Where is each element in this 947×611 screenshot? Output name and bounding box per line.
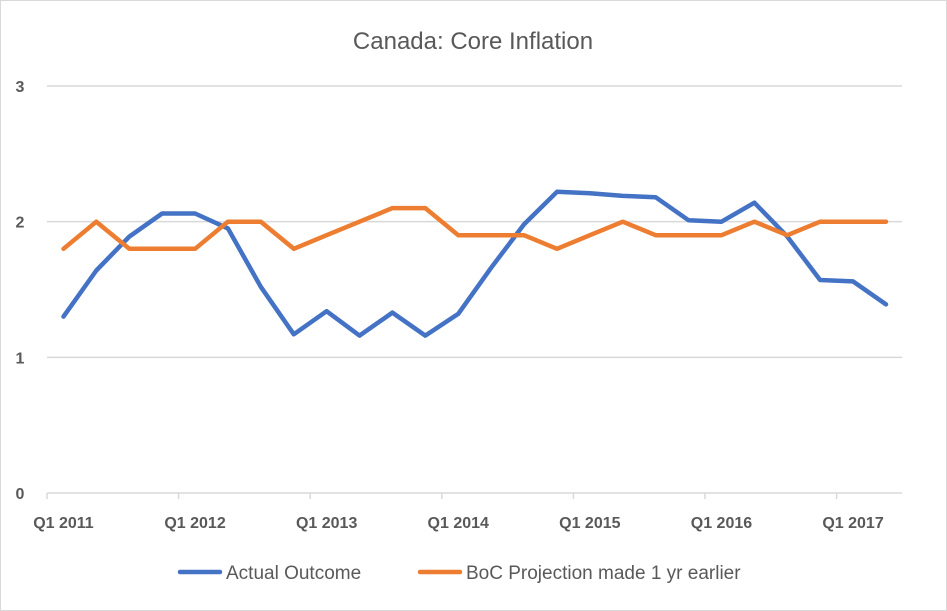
y-tick-label: 3 bbox=[16, 79, 25, 96]
x-tick-label: Q1 2011 bbox=[33, 515, 94, 532]
x-tick-label: Q1 2013 bbox=[296, 515, 357, 532]
x-tick-label: Q1 2014 bbox=[428, 515, 489, 532]
series-line-boc-projection bbox=[61, 205, 889, 252]
x-tick-label: Q1 2016 bbox=[691, 515, 752, 532]
legend-label: Actual Outcome bbox=[226, 563, 361, 584]
y-tick-label: 1 bbox=[16, 350, 25, 367]
y-tick-label: 2 bbox=[16, 215, 25, 232]
x-tick-label: Q1 2012 bbox=[164, 515, 225, 532]
y-tick-label: 0 bbox=[16, 486, 25, 503]
series-line-actual-outcome bbox=[61, 189, 889, 338]
x-tick-label: Q1 2017 bbox=[822, 515, 883, 532]
legend-label: BoC Projection made 1 yr earlier bbox=[466, 563, 741, 584]
x-tick-label: Q1 2015 bbox=[559, 515, 620, 532]
chart-title: Canada: Core Inflation bbox=[353, 28, 593, 55]
